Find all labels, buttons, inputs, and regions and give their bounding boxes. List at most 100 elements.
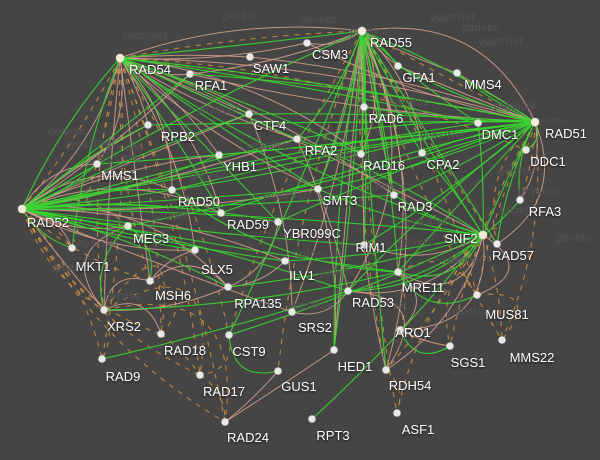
genetic-edge (71, 57, 121, 249)
network-node-gus1[interactable] (274, 367, 282, 375)
network-node-rdh54[interactable] (382, 366, 390, 374)
network-node-rad6[interactable] (360, 103, 368, 111)
genetic-edge (21, 208, 201, 376)
physical-edge (21, 163, 98, 210)
network-node-mre11[interactable] (394, 268, 402, 276)
network-node-hed1[interactable] (330, 346, 338, 354)
genetic-edge (361, 30, 398, 414)
yeastnet-edge (393, 121, 536, 196)
physical-edge (21, 57, 121, 210)
network-node-rad3[interactable] (390, 191, 398, 199)
network-node-csm3[interactable] (303, 39, 311, 47)
yeastnet-edge (421, 121, 536, 154)
network-node-xrs2[interactable] (100, 306, 108, 314)
network-node-asf1[interactable] (393, 409, 401, 417)
network-node-aro1[interactable] (396, 326, 404, 334)
yeastnet-edge (277, 121, 536, 223)
yeastnet-edge (228, 234, 484, 336)
genetic-edge (501, 121, 539, 341)
network-node-mms4[interactable] (453, 69, 461, 77)
network-node-rad57[interactable] (493, 240, 501, 248)
network-node-rpt3[interactable] (308, 415, 316, 423)
genetic-edge (96, 57, 121, 311)
network-node-ilv1[interactable] (281, 257, 289, 265)
physical-edge (119, 57, 319, 190)
physical-edge (224, 349, 335, 423)
network-node-ybr099c[interactable] (274, 218, 282, 226)
network-node-rad16[interactable] (357, 150, 365, 158)
genetic-edge (21, 208, 162, 335)
yeastnet-edge (21, 208, 286, 262)
network-node-rad18[interactable] (157, 330, 165, 338)
network-node-rfa2[interactable] (293, 135, 301, 143)
genetic-edge (385, 234, 484, 371)
network-node-cst9[interactable] (225, 331, 233, 339)
network-node-rad9[interactable] (98, 355, 106, 363)
network-node-rad59[interactable] (217, 209, 225, 217)
genetic-edge (21, 208, 105, 311)
physical-edge (224, 370, 279, 423)
network-node-rfa1[interactable] (186, 70, 194, 78)
yeastnet-edge (361, 30, 479, 124)
yeastnet-edge (397, 234, 484, 277)
network-node-mms22[interactable] (498, 336, 506, 344)
network-node-sgs1[interactable] (446, 342, 454, 350)
network-node-mms1[interactable] (93, 160, 101, 168)
network-node-cpa2[interactable] (418, 149, 426, 157)
physical-edge (149, 265, 229, 288)
physical-edge (103, 286, 229, 311)
physical-edge (399, 329, 451, 347)
genetic-edge (361, 30, 503, 341)
genetic-edge (160, 333, 201, 376)
network-node-gfa1[interactable] (394, 62, 402, 70)
network-node-rfa3[interactable] (516, 196, 524, 204)
network-node-snf2[interactable] (479, 231, 487, 239)
genetic-edge (396, 234, 484, 414)
yeastnet-edge (227, 234, 484, 288)
genetic-edge (385, 369, 401, 414)
physical-edge (306, 30, 363, 45)
network-node-saw1[interactable] (246, 53, 254, 61)
genetic-edge (482, 234, 503, 341)
physical-edge (103, 57, 121, 311)
yeastnet-edge (119, 57, 479, 124)
genetic-edge (397, 261, 478, 296)
genetic-edge (119, 57, 162, 335)
physical-edge (103, 277, 151, 311)
network-node-msh6[interactable] (146, 277, 154, 285)
genetic-edge (21, 208, 73, 249)
yeastnet-edge (333, 30, 363, 351)
network-node-rad53[interactable] (344, 287, 352, 295)
genetic-edge (118, 57, 151, 282)
yeastnet-edge (456, 72, 536, 123)
network-node-mec3[interactable] (124, 222, 132, 230)
physical-edge (21, 208, 196, 251)
network-node-srs2[interactable] (288, 308, 296, 316)
network-node-rad24[interactable] (221, 418, 229, 426)
yeastnet-edge (361, 30, 387, 371)
network-node-rad54[interactable] (116, 54, 124, 62)
network-node-rpa135[interactable] (224, 283, 232, 291)
network-node-rad55[interactable] (358, 27, 366, 35)
network-node-yhb1[interactable] (215, 151, 223, 159)
yeastnet-edge (477, 122, 484, 236)
network-node-rad50[interactable] (168, 186, 176, 194)
yeastnet-edge (171, 189, 399, 273)
yeastnet-edge (21, 138, 298, 210)
network-node-rad51[interactable] (531, 118, 539, 126)
network-node-rim1[interactable] (360, 241, 368, 249)
network-node-rad17[interactable] (196, 371, 204, 379)
network-node-ctf4[interactable] (245, 110, 253, 118)
network-node-mkt1[interactable] (68, 244, 76, 252)
yeastnet-edge (397, 65, 536, 123)
network-node-mus81[interactable] (473, 291, 481, 299)
network-node-rpb2[interactable] (144, 121, 152, 129)
network-node-rad52[interactable] (18, 205, 26, 213)
network-node-dmc1[interactable] (474, 119, 482, 127)
physical-edge (227, 221, 279, 288)
network-node-slx5[interactable] (191, 246, 199, 254)
network-node-ddc1[interactable] (522, 146, 530, 154)
genetic-edge (21, 57, 121, 210)
network-node-smt3[interactable] (314, 185, 322, 193)
